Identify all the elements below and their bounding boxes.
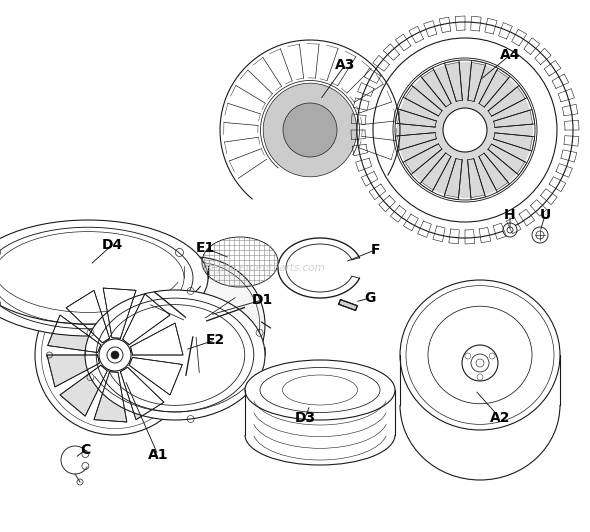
Text: A1: A1 [148, 448, 168, 462]
Ellipse shape [0, 220, 208, 336]
Circle shape [397, 62, 533, 198]
Polygon shape [103, 288, 136, 338]
Ellipse shape [0, 231, 184, 325]
Polygon shape [129, 358, 182, 395]
Text: E2: E2 [205, 333, 225, 347]
Circle shape [393, 58, 537, 202]
Polygon shape [66, 290, 110, 343]
Circle shape [111, 351, 119, 359]
Polygon shape [48, 315, 101, 353]
Polygon shape [47, 355, 100, 387]
Circle shape [99, 339, 131, 371]
Circle shape [283, 103, 337, 157]
Circle shape [357, 22, 573, 238]
Polygon shape [130, 323, 183, 355]
Text: ReplacementParts.com: ReplacementParts.com [205, 263, 325, 273]
Ellipse shape [400, 280, 560, 430]
Ellipse shape [428, 306, 532, 404]
Text: C: C [80, 443, 90, 457]
Ellipse shape [85, 290, 265, 420]
Polygon shape [60, 365, 107, 416]
Text: D1: D1 [251, 293, 273, 307]
Polygon shape [120, 367, 164, 420]
Circle shape [462, 345, 498, 381]
Polygon shape [94, 372, 127, 422]
Text: F: F [371, 243, 380, 257]
Circle shape [443, 108, 487, 152]
Text: U: U [539, 208, 550, 222]
Polygon shape [123, 294, 170, 345]
Ellipse shape [96, 298, 254, 412]
Circle shape [503, 223, 517, 237]
Circle shape [263, 83, 357, 177]
Text: A3: A3 [335, 58, 355, 72]
Circle shape [443, 108, 487, 152]
Text: G: G [364, 291, 376, 305]
Text: A4: A4 [500, 48, 520, 62]
Ellipse shape [260, 368, 380, 412]
Text: E1: E1 [195, 241, 215, 255]
Text: D4: D4 [101, 238, 123, 252]
Ellipse shape [105, 305, 245, 405]
Ellipse shape [0, 227, 193, 329]
Text: D3: D3 [294, 411, 316, 425]
Circle shape [180, 310, 210, 340]
Text: H: H [504, 208, 516, 222]
Circle shape [373, 38, 557, 222]
Ellipse shape [125, 257, 265, 393]
Circle shape [532, 227, 548, 243]
Text: A2: A2 [490, 411, 510, 425]
Polygon shape [339, 300, 358, 311]
Ellipse shape [245, 360, 395, 420]
